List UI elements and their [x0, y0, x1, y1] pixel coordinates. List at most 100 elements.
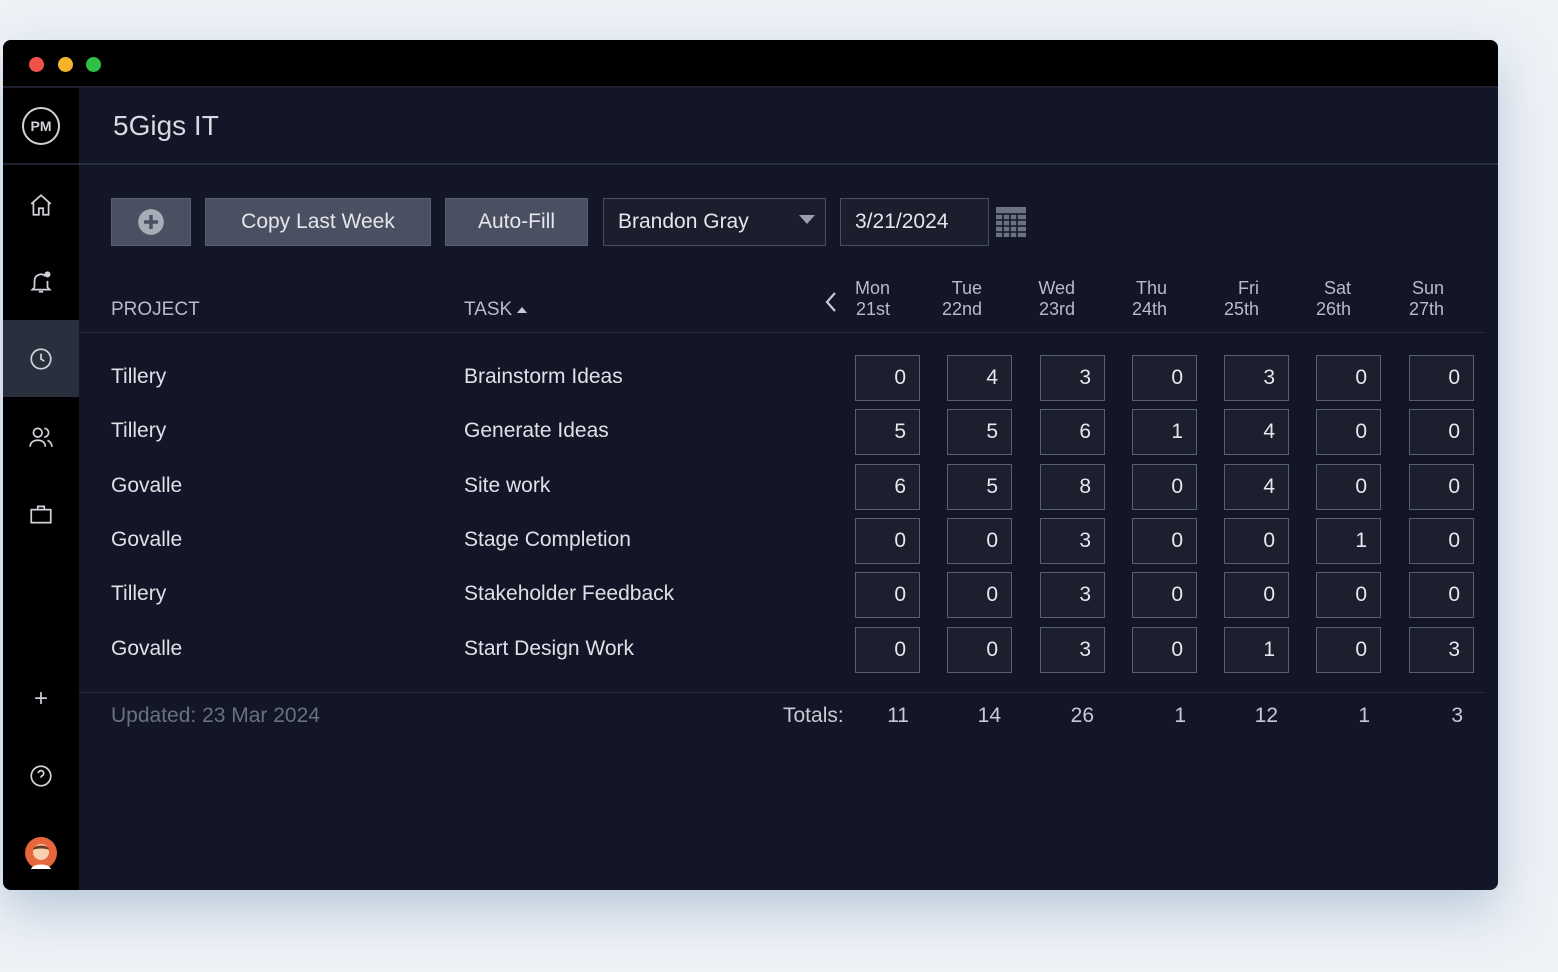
sidebar-item-projects[interactable] — [3, 475, 79, 552]
hours-input[interactable]: 0 — [1316, 627, 1381, 673]
sidebar-item-notifications[interactable] — [3, 243, 79, 320]
add-entry-button[interactable] — [111, 198, 191, 246]
day-total: 3 — [1451, 704, 1463, 727]
hours-input[interactable]: 5 — [855, 409, 920, 455]
hours-input[interactable]: 4 — [947, 355, 1012, 401]
sidebar-item-profile[interactable] — [3, 814, 79, 890]
clock-icon — [30, 347, 52, 370]
hours-input[interactable]: 3 — [1040, 355, 1105, 401]
hours-input[interactable]: 3 — [1224, 355, 1289, 401]
hours-input[interactable]: 6 — [1040, 409, 1105, 455]
task-name: Brainstorm Ideas — [464, 365, 623, 388]
project-name: Govalle — [111, 528, 183, 551]
sidebar-item-add[interactable]: + — [3, 660, 79, 737]
hours-input[interactable]: 0 — [1316, 355, 1381, 401]
hours-input[interactable]: 3 — [1040, 518, 1105, 564]
previous-week-button[interactable] — [821, 290, 841, 314]
user-select[interactable]: Brandon Gray — [603, 198, 826, 246]
hours-input[interactable]: 3 — [1040, 572, 1105, 618]
minimize-window-button[interactable] — [58, 57, 73, 72]
totals-label: Totals: — [783, 704, 844, 727]
briefcase-icon — [30, 505, 52, 524]
hours-input[interactable]: 0 — [855, 355, 920, 401]
hours-input[interactable]: 0 — [947, 627, 1012, 673]
sort-asc-icon — [517, 306, 528, 313]
day-header: Wed 23rd — [1038, 278, 1075, 319]
hours-input[interactable]: 5 — [947, 409, 1012, 455]
hours-input[interactable]: 3 — [1040, 627, 1105, 673]
hours-input[interactable]: 0 — [1409, 464, 1474, 510]
hours-input[interactable]: 0 — [1409, 409, 1474, 455]
column-header-task[interactable]: TASK — [464, 299, 528, 321]
hours-input[interactable]: 0 — [1132, 464, 1197, 510]
hours-input[interactable]: 5 — [947, 464, 1012, 510]
sidebar-item-help[interactable] — [3, 737, 79, 814]
day-header: Sat 26th — [1315, 278, 1351, 319]
task-name: Generate Ideas — [464, 419, 609, 442]
hours-input[interactable]: 1 — [1316, 518, 1381, 564]
day-total: 26 — [1070, 704, 1094, 727]
app-window: PM + 5Gigs IT Copy Last Week Auto-Fill B… — [3, 40, 1498, 890]
hours-input[interactable]: 4 — [1224, 464, 1289, 510]
date-input[interactable]: 3/21/2024 — [840, 198, 989, 246]
hours-input[interactable]: 0 — [1132, 627, 1197, 673]
footer-divider — [79, 692, 1486, 693]
hours-input[interactable]: 0 — [1224, 518, 1289, 564]
sidebar-item-home[interactable] — [3, 166, 79, 243]
plus-circle-icon — [138, 209, 164, 235]
day-total: 14 — [977, 704, 1001, 727]
calendar-icon[interactable] — [995, 206, 1027, 238]
hours-input[interactable]: 0 — [1132, 572, 1197, 618]
bell-icon — [30, 270, 52, 293]
hours-input[interactable]: 0 — [1224, 572, 1289, 618]
avatar-icon — [25, 836, 57, 869]
hours-input[interactable]: 0 — [1316, 464, 1381, 510]
page-title: 5Gigs IT — [113, 110, 219, 141]
hours-input[interactable]: 1 — [1132, 409, 1197, 455]
day-header: Mon 21st — [854, 278, 890, 319]
hours-input[interactable]: 0 — [1316, 409, 1381, 455]
home-icon — [30, 193, 52, 216]
hours-input[interactable]: 0 — [855, 518, 920, 564]
chevron-down-icon — [799, 215, 815, 224]
day-total: 1 — [1358, 704, 1370, 727]
day-total: 1 — [1174, 704, 1186, 727]
hours-input[interactable]: 0 — [1316, 572, 1381, 618]
hours-input[interactable]: 0 — [1132, 518, 1197, 564]
help-icon — [30, 764, 52, 787]
day-header: Tue 22nd — [941, 278, 982, 319]
hours-input[interactable]: 8 — [1040, 464, 1105, 510]
header-divider — [79, 332, 1486, 333]
sidebar-item-team[interactable] — [3, 398, 79, 475]
column-header-project[interactable]: PROJECT — [111, 299, 200, 320]
hours-input[interactable]: 4 — [1224, 409, 1289, 455]
hours-input[interactable]: 0 — [1409, 572, 1474, 618]
task-name: Stakeholder Feedback — [464, 582, 675, 605]
sidebar — [3, 88, 79, 890]
hours-input[interactable]: 0 — [855, 572, 920, 618]
maximize-window-button[interactable] — [86, 57, 101, 72]
sidebar-nav: + — [3, 88, 79, 890]
copy-last-week-button[interactable]: Copy Last Week — [205, 198, 431, 246]
day-header: Fri 25th — [1223, 278, 1259, 319]
sidebar-item-timesheet[interactable] — [3, 320, 79, 397]
hours-input[interactable]: 0 — [947, 572, 1012, 618]
day-header: Thu 24th — [1131, 278, 1167, 319]
hours-input[interactable]: 0 — [1132, 355, 1197, 401]
close-window-button[interactable] — [29, 57, 44, 72]
hours-input[interactable]: 0 — [947, 518, 1012, 564]
project-name: Govalle — [111, 474, 183, 497]
hours-input[interactable]: 0 — [855, 627, 920, 673]
users-icon — [29, 426, 53, 447]
logo[interactable]: PM — [3, 88, 79, 165]
plus-icon: + — [33, 684, 48, 712]
hours-input[interactable]: 0 — [1409, 355, 1474, 401]
hours-input[interactable]: 3 — [1409, 627, 1474, 673]
project-name: Govalle — [111, 637, 183, 660]
task-name: Start Design Work — [464, 637, 634, 660]
auto-fill-button[interactable]: Auto-Fill — [445, 198, 588, 246]
hours-input[interactable]: 1 — [1224, 627, 1289, 673]
updated-text: Updated: 23 Mar 2024 — [111, 704, 320, 727]
hours-input[interactable]: 0 — [1409, 518, 1474, 564]
hours-input[interactable]: 6 — [855, 464, 920, 510]
